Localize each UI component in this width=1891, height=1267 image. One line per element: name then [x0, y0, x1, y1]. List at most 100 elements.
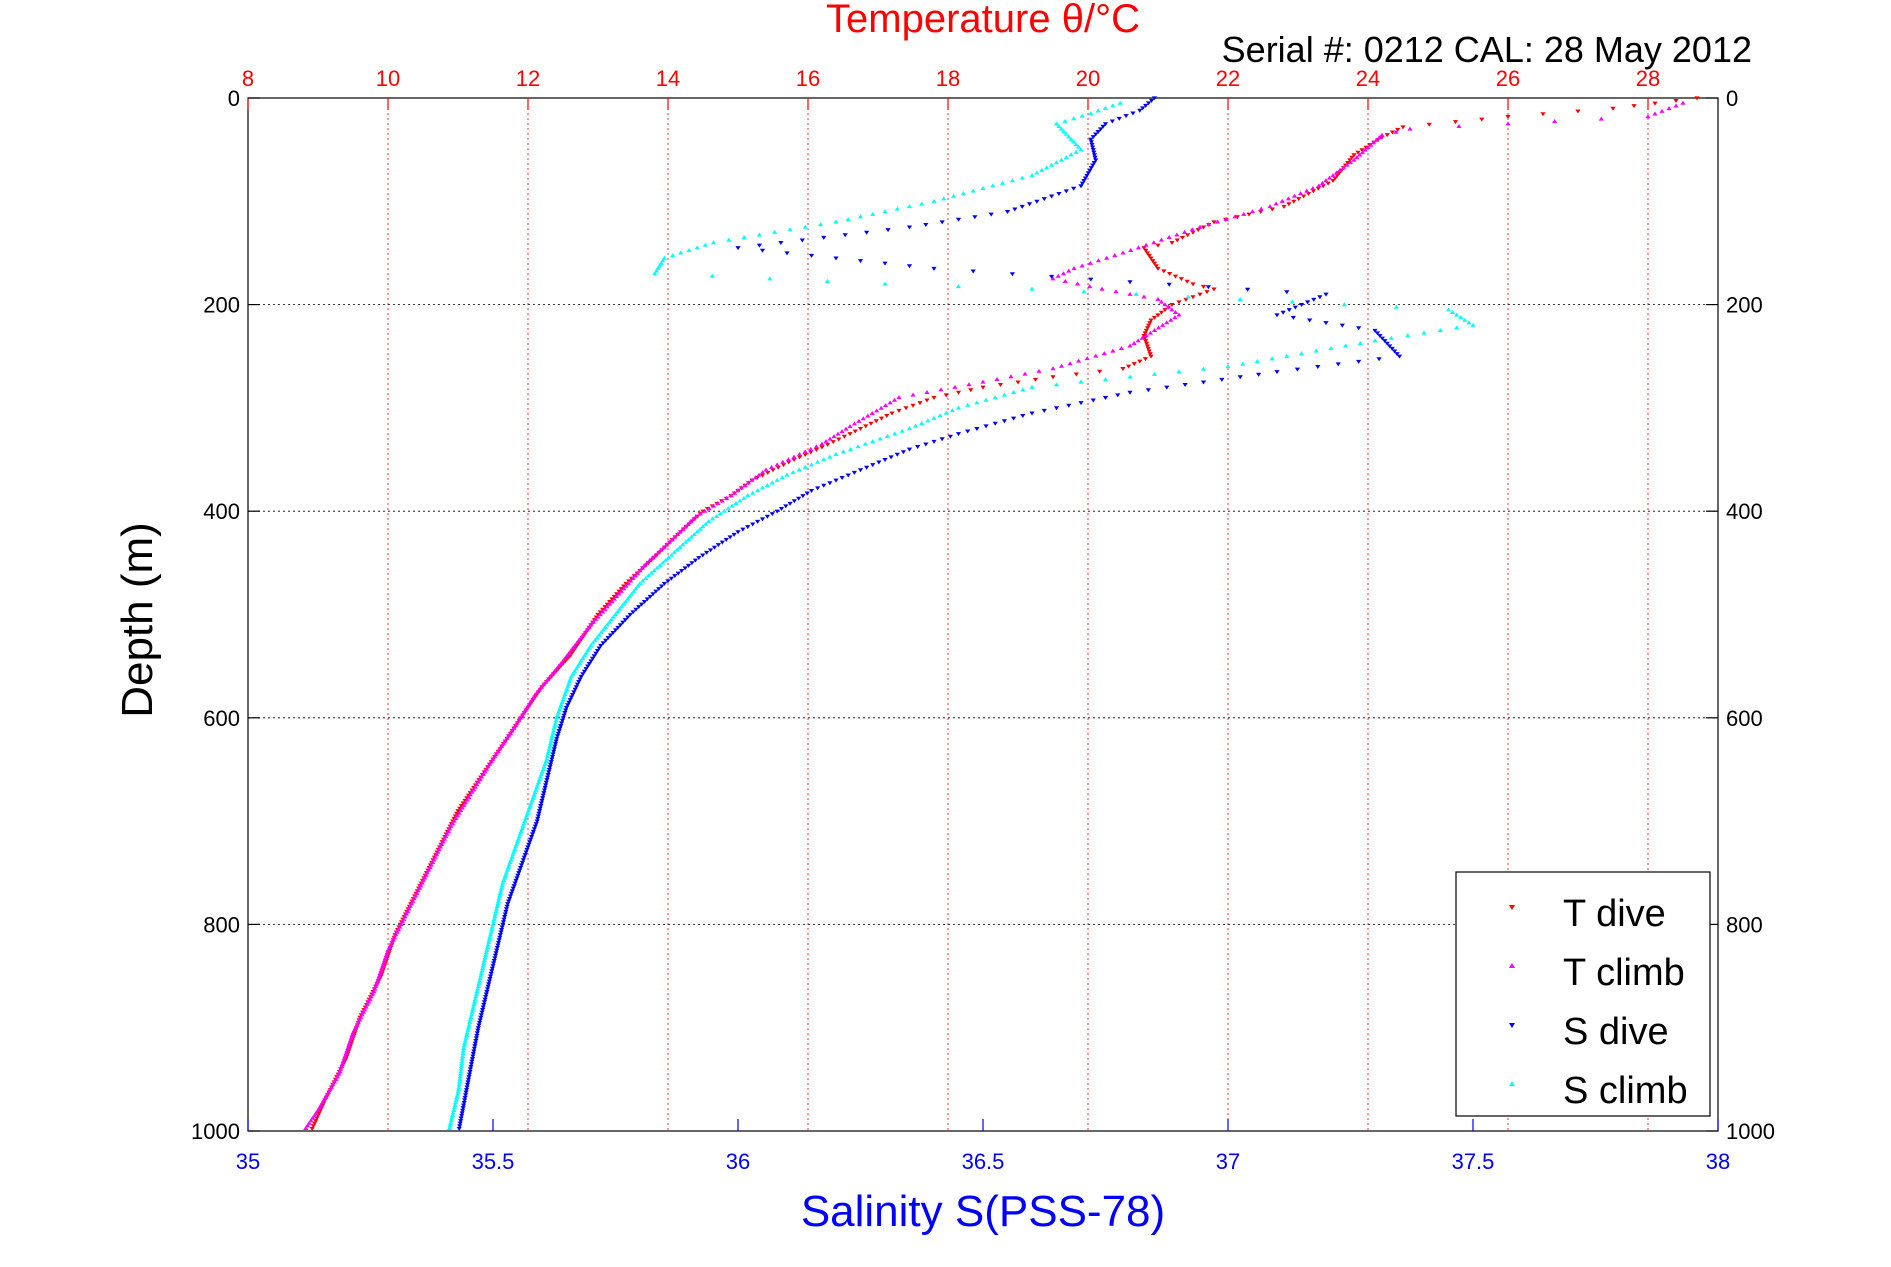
data-point	[808, 253, 815, 258]
data-point	[1155, 266, 1161, 271]
data-point	[1050, 375, 1056, 380]
data-point	[454, 1095, 460, 1100]
data-point	[576, 637, 582, 642]
data-point	[470, 1007, 476, 1012]
data-point	[1146, 323, 1152, 328]
data-point	[509, 728, 515, 733]
data-point	[377, 971, 383, 976]
data-point	[1298, 191, 1304, 196]
data-point	[540, 767, 546, 772]
data-point	[604, 622, 610, 627]
data-point	[373, 983, 379, 988]
data-point	[524, 705, 530, 710]
data-point	[564, 686, 570, 691]
data-point	[1376, 135, 1382, 140]
data-point	[544, 775, 551, 780]
data-point	[1374, 331, 1381, 336]
data-point	[1147, 352, 1153, 357]
data-point	[1131, 340, 1137, 345]
data-point	[1223, 216, 1229, 221]
data-point	[672, 534, 678, 539]
data-point	[680, 542, 686, 547]
data-point	[350, 1030, 356, 1035]
data-point	[1298, 303, 1305, 307]
data-point	[458, 1069, 464, 1074]
data-point	[467, 1070, 473, 1075]
data-point	[338, 1066, 344, 1071]
data-point	[481, 1002, 487, 1007]
data-point	[566, 650, 572, 655]
data-point	[906, 204, 913, 209]
data-point	[1081, 289, 1087, 294]
data-point	[1172, 274, 1179, 279]
t-dive-marker-icon	[1509, 905, 1515, 910]
data-point	[557, 726, 563, 731]
data-point	[723, 538, 729, 543]
data-point	[745, 493, 751, 498]
data-point	[475, 779, 482, 784]
data-point	[715, 543, 721, 548]
data-point	[565, 656, 571, 661]
data-point	[1470, 322, 1476, 327]
data-point	[479, 1010, 485, 1015]
data-point	[1140, 106, 1146, 111]
data-point	[604, 604, 610, 609]
data-point	[1164, 385, 1170, 390]
data-point	[1155, 325, 1162, 330]
data-point	[1039, 167, 1045, 172]
data-point	[517, 865, 524, 870]
data-point	[471, 1002, 477, 1007]
data-point	[661, 544, 667, 549]
data-point	[478, 971, 484, 976]
data-point	[381, 958, 388, 963]
depth-tick-label-right: 800	[1726, 912, 1763, 937]
data-point	[565, 703, 571, 708]
data-point	[562, 711, 568, 716]
data-point	[1200, 380, 1207, 385]
data-point	[1211, 287, 1217, 292]
data-point	[664, 542, 670, 547]
data-point	[1085, 171, 1091, 176]
data-point	[825, 442, 831, 447]
data-point	[941, 196, 947, 201]
data-point	[503, 907, 510, 912]
data-point	[476, 1020, 483, 1025]
data-point	[577, 677, 583, 682]
data-point	[525, 845, 531, 850]
data-point	[707, 548, 714, 553]
data-point	[600, 641, 606, 646]
data-point	[490, 922, 496, 926]
data-point	[609, 599, 615, 604]
data-point	[594, 649, 601, 654]
data-point	[650, 592, 656, 597]
data-point	[535, 782, 541, 787]
data-point	[1407, 126, 1413, 131]
data-point	[1454, 325, 1460, 330]
legend-label-t-dive: T dive	[1563, 893, 1666, 935]
data-point	[894, 452, 900, 457]
data-point	[862, 441, 868, 446]
data-point	[493, 909, 499, 914]
data-point	[943, 410, 949, 415]
data-point	[1280, 310, 1286, 315]
data-point	[653, 589, 659, 594]
data-point	[455, 809, 461, 814]
data-point	[492, 956, 498, 961]
data-point	[597, 612, 603, 617]
data-point	[486, 982, 492, 987]
data-point	[1368, 142, 1374, 147]
data-point	[802, 449, 808, 454]
data-point	[602, 625, 608, 630]
data-point	[800, 494, 806, 499]
data-point	[525, 810, 531, 815]
data-point	[790, 470, 796, 475]
data-point	[500, 920, 507, 925]
data-point	[1335, 362, 1341, 367]
data-point	[694, 245, 700, 250]
data-point	[457, 1079, 463, 1084]
data-point	[702, 508, 708, 513]
data-point	[710, 503, 717, 508]
data-point	[563, 705, 570, 710]
data-point	[759, 473, 766, 478]
data-point	[511, 725, 517, 730]
